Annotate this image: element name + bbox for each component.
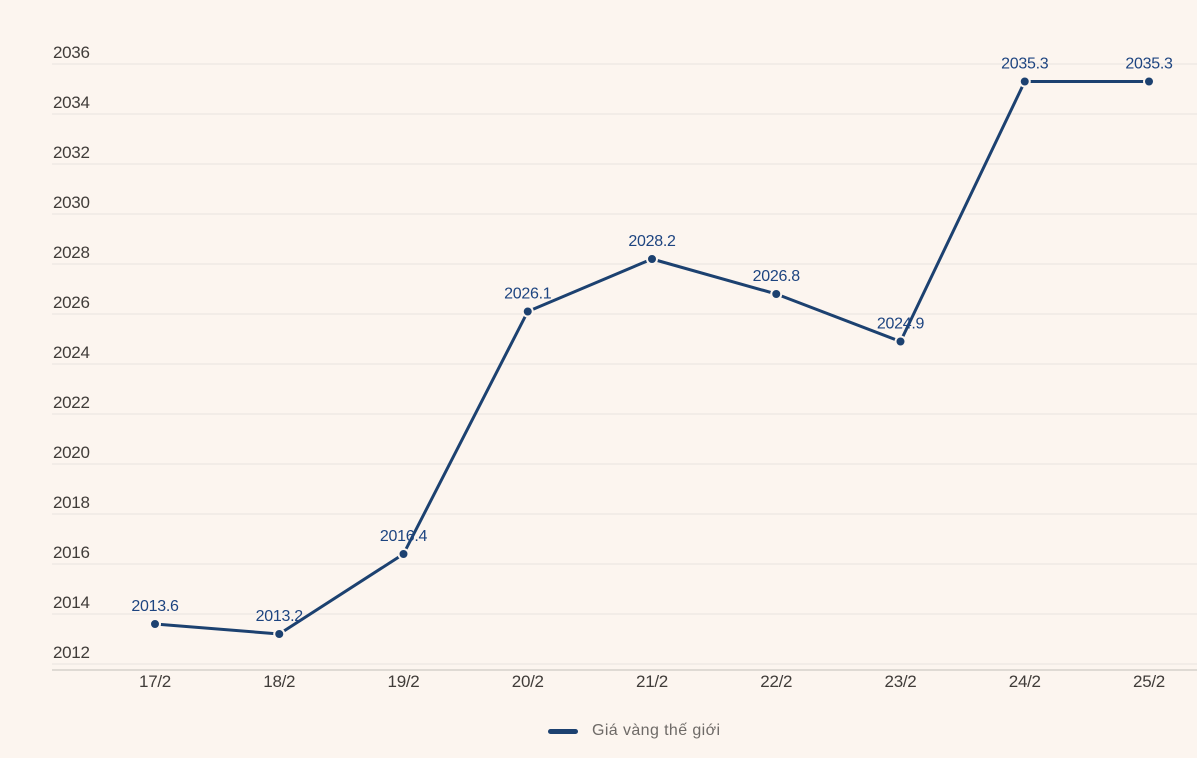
x-axis-label: 25/2 <box>1133 672 1165 691</box>
data-point-marker[interactable] <box>646 253 658 265</box>
data-point-marker[interactable] <box>894 335 907 348</box>
data-point-label: 2028.2 <box>628 233 676 250</box>
y-axis-label: 2014 <box>53 593 90 612</box>
y-axis-label: 2028 <box>53 243 90 262</box>
y-axis-label: 2016 <box>53 543 90 562</box>
legend-label: Giá vàng thế giới <box>592 722 721 739</box>
x-axis-label: 23/2 <box>885 672 917 691</box>
y-axis-label: 2026 <box>53 293 90 312</box>
y-axis-label: 2024 <box>53 343 90 362</box>
data-point-label: 2016.4 <box>380 528 428 545</box>
data-point-label: 2013.2 <box>256 608 304 625</box>
data-point-marker[interactable] <box>1143 75 1155 88</box>
y-axis-label: 2030 <box>53 193 90 212</box>
x-axis-label: 20/2 <box>512 672 544 691</box>
data-point-label: 2026.1 <box>504 286 552 303</box>
x-axis-label: 22/2 <box>760 672 792 691</box>
x-axis-label: 19/2 <box>388 672 420 691</box>
data-point-marker[interactable] <box>149 618 161 630</box>
x-axis-label: 17/2 <box>139 672 171 691</box>
x-axis-label: 21/2 <box>636 672 668 691</box>
data-point-marker[interactable] <box>1018 75 1031 88</box>
x-axis-label: 24/2 <box>1009 672 1041 691</box>
legend-item[interactable]: Giá vàng thế giới <box>548 722 720 740</box>
data-point-label: 2013.6 <box>131 598 179 615</box>
data-point-label: 2026.8 <box>753 268 801 285</box>
data-point-marker[interactable] <box>273 628 286 640</box>
data-point-marker[interactable] <box>521 305 534 318</box>
legend-line-swatch <box>548 728 578 734</box>
x-axis-label: 18/2 <box>263 672 295 691</box>
y-axis-label: 2018 <box>53 493 90 512</box>
y-axis-label: 2020 <box>53 443 90 462</box>
data-point-label: 2035.3 <box>1125 56 1173 73</box>
data-point-label: 2035.3 <box>1001 56 1049 73</box>
y-axis-label: 2012 <box>53 643 90 662</box>
data-point-marker[interactable] <box>770 288 783 300</box>
y-axis-label: 2036 <box>53 43 90 62</box>
y-axis-label: 2032 <box>53 143 90 162</box>
data-point-marker[interactable] <box>397 548 410 560</box>
data-point-label: 2024.9 <box>877 316 925 333</box>
y-axis-label: 2034 <box>53 93 90 112</box>
y-axis-label: 2022 <box>53 393 90 412</box>
